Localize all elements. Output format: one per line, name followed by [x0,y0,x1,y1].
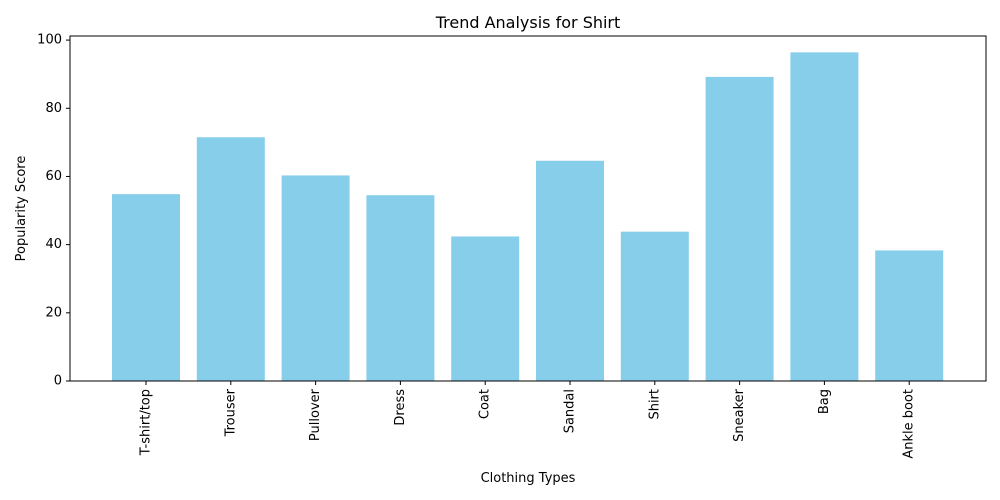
y-axis-ticks: 0 20 40 60 80 100 [37,33,70,389]
x-tick-label: T-shirt/top [139,389,154,456]
x-tick-label: Pullover [308,388,323,441]
bar-0 [112,194,180,381]
bar-4 [451,236,520,381]
x-tick-label: Bag [817,389,832,414]
bar-5 [536,160,604,381]
y-tick-label: 100 [37,33,62,48]
x-tick-label: Coat [478,389,493,419]
y-tick-label: 60 [45,169,62,184]
x-axis-ticks: T-shirt/top Trouser Pullover Dress Coat Sanda… [139,381,917,459]
bar-8 [790,52,859,381]
bar-3 [366,195,435,381]
bar-2 [281,175,350,381]
x-tick-label: Sneaker [732,388,747,442]
plot-frame [69,35,987,382]
x-tick-label: Shirt [647,389,662,420]
y-tick-label: 20 [45,305,62,320]
x-tick-label: Ankle boot [902,389,917,459]
x-tick-label: Dress [393,389,408,426]
bars-group [112,52,944,381]
x-tick-label: Trouser [223,388,238,437]
y-axis-label: Popularity Score [14,156,29,262]
y-tick-label: 40 [45,237,62,252]
bar-6 [620,231,689,381]
x-tick-label: Sandal [563,389,578,433]
y-tick-label: 80 [45,101,62,116]
bar-7 [705,76,774,381]
bar-9 [875,250,944,381]
chart-title: Trend Analysis for Shirt [435,13,621,32]
bar-1 [196,137,265,381]
x-axis-label: Clothing Types [481,471,576,486]
y-tick-label: 0 [54,374,62,389]
